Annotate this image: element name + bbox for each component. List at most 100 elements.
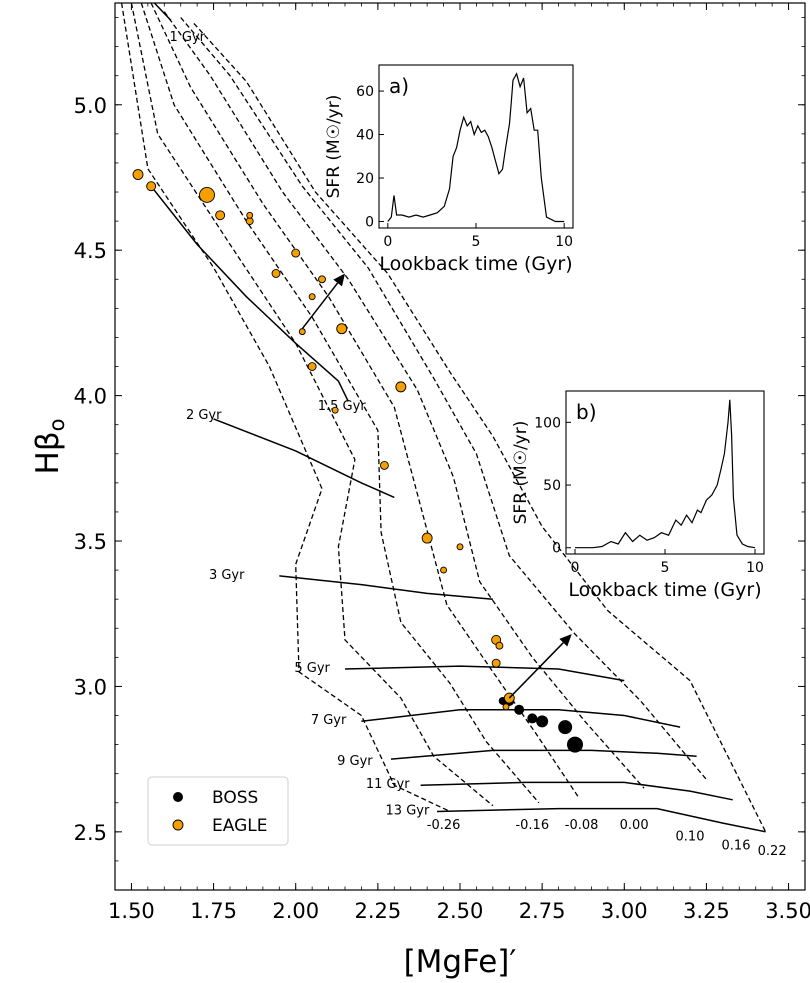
eagle-point [336,323,348,335]
y-axis-label: Hβo [30,419,69,475]
inset-y-tick-label: 50 [543,478,561,494]
eagle-point [491,658,501,668]
age-label: 3 Gyr [209,568,245,583]
x-tick-label: 1.50 [108,899,155,923]
eagle-point [246,211,254,219]
age-label: 13 Gyr [386,803,430,818]
metallicity-label: 0.22 [758,844,787,859]
legend-marker-eagle [172,819,184,831]
x-tick-label: 1.75 [190,899,237,923]
inset-y-tick-label: 60 [356,84,374,100]
y-tick-label: 3.0 [74,675,107,699]
x-tick-label: 2.75 [519,899,566,923]
x-tick-label: 2.00 [272,899,319,923]
inset-frame [378,64,574,229]
x-axis-label: [MgFe]′ [404,944,517,980]
sfr-line [575,399,756,549]
inset-y-tick-label: 20 [356,171,374,187]
isochrone-0 [150,185,349,402]
inset-x-tick-label: 10 [746,560,764,576]
y-tick-label: 5.0 [74,94,107,118]
inset-a: 0 5 10 0 20 40 60 a) Lookback time (Gyr) SFR (M☉/… [324,64,574,275]
boss-point [558,720,573,735]
age-label: 9 Gyr [337,754,373,769]
arrow-shaft-0 [301,282,339,330]
eagle-point [331,406,339,414]
y-tick-label: 3.5 [74,530,107,554]
age-label: 7 Gyr [311,713,347,728]
sfr-line [387,72,565,223]
y-axis-label-subscript: o [45,419,69,432]
metallicity-label: -0.16 [515,818,549,833]
isochrone-7 [436,807,766,833]
x-tick-label: 3.25 [683,899,730,923]
eagle-point [146,181,157,192]
legend-marker-boss [173,792,183,802]
age-label: 2 Gyr [186,408,222,423]
metallicity-label: -0.26 [427,818,461,833]
eagle-point [421,532,433,544]
eagle-point [379,460,389,470]
inset-y-tick-label: 0 [552,541,561,557]
isochrone-5 [390,749,697,760]
metallicity-label: 0.10 [676,830,705,845]
eagle-point [271,269,281,278]
eagle-point [298,328,306,336]
age-label: 5 Gyr [294,661,330,676]
inset-panel-label: b) [576,400,597,424]
arrow-head-1 [559,634,572,647]
isochrone-4 [361,708,681,728]
boss-point [536,715,549,728]
inset-x-tick-label: 10 [555,234,573,250]
main-plot: 1.50 1.75 2.00 2.25 2.50 2.75 3.00 3.25 3.502.53… [30,2,810,980]
metallicity-label: -0.08 [565,818,599,833]
inset-x-tick-label: 0 [571,560,580,576]
age-label: 1.5 Gyr [318,399,367,414]
isochrone-3 [344,665,625,682]
metallicity-label: 0.00 [620,818,649,833]
boss-point [567,736,583,753]
metallicity-track-0 [120,2,451,813]
isochrone-6 [420,781,733,801]
y-tick-label: 4.0 [74,385,107,409]
inset-y-axis-label: SFR (M☉/yr) [324,95,344,199]
isochrone-1 [213,418,395,499]
metallicity-track-3 [150,2,579,798]
inset-x-tick-label: 0 [383,234,392,250]
inset-panel-label: a) [389,74,409,98]
isochrone-8 [153,2,172,21]
x-tick-label: 2.50 [437,899,484,923]
legend-label-eagle: EAGLE [212,816,267,836]
y-tick-label: 2.5 [74,821,107,845]
metallicity-track-4 [163,11,645,789]
legend-label-boss: BOSS [212,788,258,808]
metallicity-label: 0.16 [722,838,751,853]
eagle-point [440,566,448,574]
legend-box [147,776,289,846]
eagle-point [215,210,226,221]
eagle-point [456,543,464,551]
inset-y-tick-label: 0 [365,214,374,230]
eagle-point [502,703,510,711]
inset-x-axis-label: Lookback time (Gyr) [379,253,572,275]
eagle-point [307,362,317,371]
isochrone-2 [279,575,493,600]
x-tick-label: 3.00 [601,899,648,923]
eagle-point [199,186,215,203]
eagle-point [308,293,316,301]
inset-y-tick-label: 100 [534,415,561,431]
age-label: 1 Gyr [170,30,206,45]
age-label: 11 Gyr [366,777,410,792]
eagle-point [395,381,407,393]
eagle-point [318,275,326,284]
inset-y-tick-label: 40 [356,128,374,144]
inset-x-tick-label: 5 [472,234,481,250]
x-tick-label: 2.25 [354,899,401,923]
arrow-shaft-1 [508,642,564,699]
arrow-head-0 [333,273,345,287]
eagle-point [132,169,144,181]
boss-point [527,713,538,724]
eagle-point [291,248,301,258]
inset-x-axis-label: Lookback time (Gyr) [568,579,761,601]
